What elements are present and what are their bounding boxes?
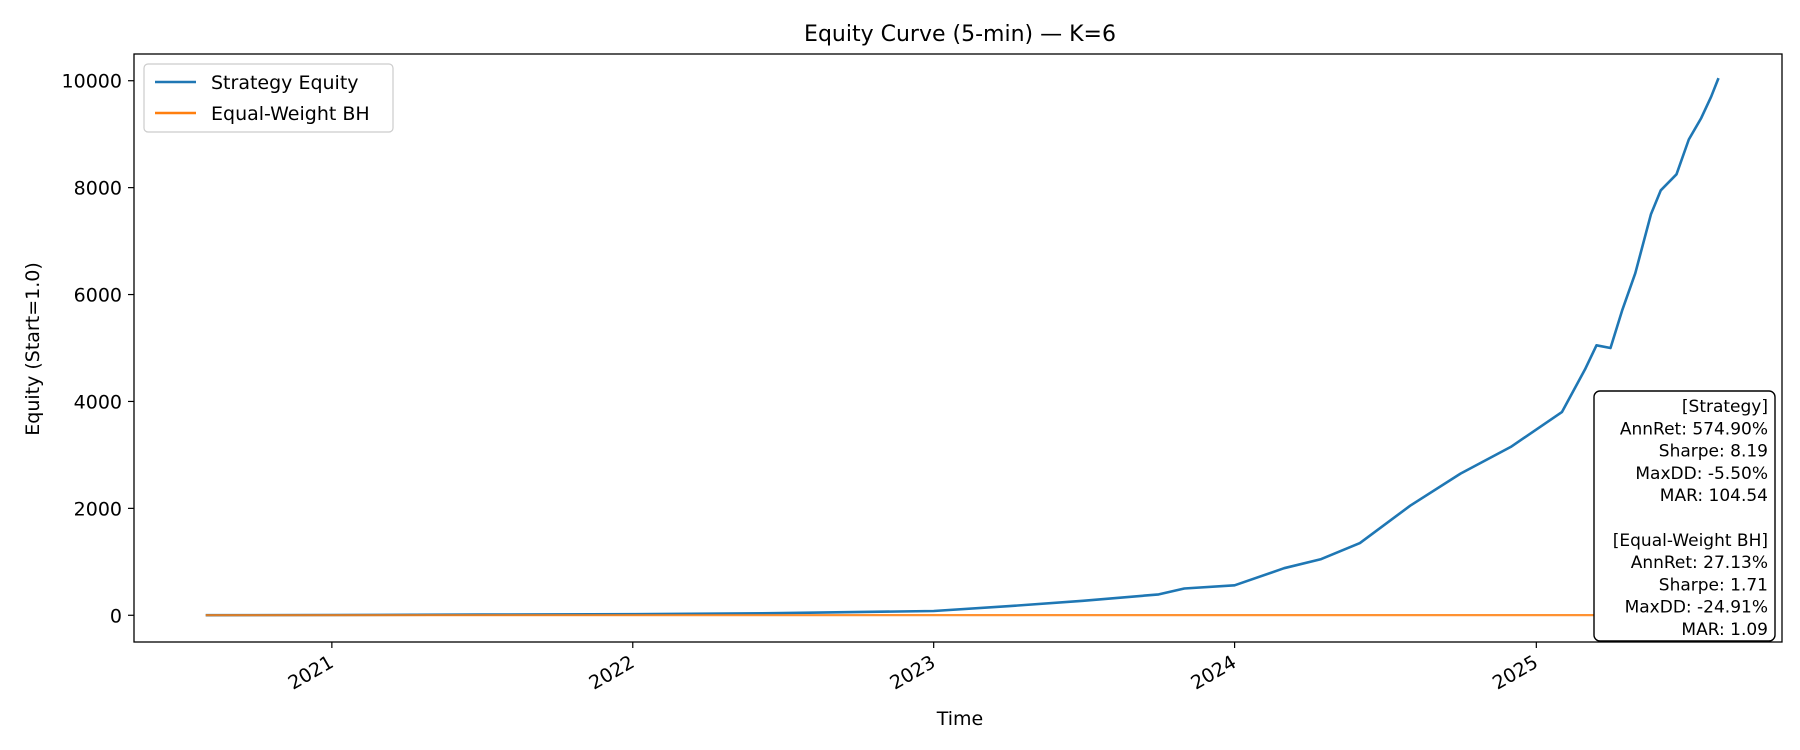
stats-line: MAR: 1.09 bbox=[1681, 620, 1768, 640]
x-axis-label: Time bbox=[936, 708, 984, 730]
x-tick-label: 2022 bbox=[585, 651, 638, 694]
stats-line: MAR: 104.54 bbox=[1660, 486, 1768, 506]
y-tick-label: 6000 bbox=[74, 285, 122, 307]
chart-title: Equity Curve (5-min) — K=6 bbox=[804, 22, 1116, 47]
y-tick-label: 10000 bbox=[62, 71, 122, 93]
stats-line: MaxDD: -24.91% bbox=[1625, 598, 1768, 618]
stats-annotation-box: [Strategy]AnnRet: 574.90%Sharpe: 8.19Max… bbox=[1593, 390, 1776, 642]
stats-line: [Strategy] bbox=[1682, 397, 1768, 417]
y-tick-label: 2000 bbox=[74, 498, 122, 520]
stats-line: [Equal-Weight BH] bbox=[1613, 531, 1768, 551]
stats-line: AnnRet: 27.13% bbox=[1631, 553, 1768, 573]
plot-frame bbox=[133, 53, 1783, 643]
legend-box bbox=[143, 63, 394, 133]
legend-label: Strategy Equity bbox=[211, 72, 359, 94]
strategy-equity-line bbox=[205, 77, 1720, 617]
x-tick-label: 2023 bbox=[886, 651, 939, 694]
stats-line: Sharpe: 1.71 bbox=[1659, 575, 1768, 595]
stats-box-frame bbox=[1593, 390, 1776, 642]
x-tick-label: 2024 bbox=[1187, 651, 1240, 694]
stats-line: Sharpe: 8.19 bbox=[1659, 442, 1768, 462]
y-axis-label: Equity (Start=1.0) bbox=[22, 262, 44, 436]
x-tick-label: 2025 bbox=[1489, 651, 1542, 694]
legend: Strategy Equity Equal-Weight BH bbox=[143, 63, 394, 133]
y-tick-label: 0 bbox=[110, 605, 122, 627]
y-tick-label: 8000 bbox=[74, 178, 122, 200]
y-tick-label: 4000 bbox=[74, 391, 122, 413]
stats-line: AnnRet: 574.90% bbox=[1620, 419, 1768, 439]
plot-area: 0 2000 4000 6000 8000 10000 2021 2022 2023 2024 20… bbox=[62, 53, 1783, 695]
stats-line: MaxDD: -5.50% bbox=[1635, 464, 1768, 484]
legend-label: Equal-Weight BH bbox=[211, 103, 370, 125]
x-tick-label: 2021 bbox=[284, 651, 337, 694]
